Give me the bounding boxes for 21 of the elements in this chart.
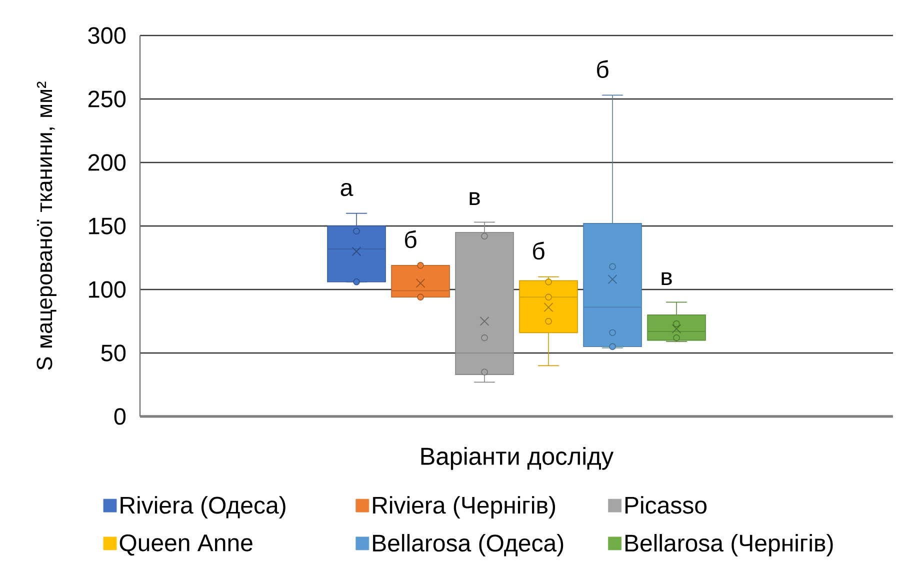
- legend-label: Bellarosa (Одеса): [373, 534, 564, 556]
- y-tick-label: 50: [101, 344, 126, 362]
- legend-label: Riviera (Чернігів): [373, 496, 556, 518]
- legend-label: Queen Anne: [120, 534, 252, 556]
- y-tick-label: 300: [88, 27, 126, 44]
- annotation: в: [662, 272, 672, 285]
- annotation: б: [405, 230, 416, 248]
- y-tick-label: 150: [89, 218, 126, 234]
- y-tick-label: 0: [114, 408, 126, 425]
- annotation: б: [533, 242, 544, 260]
- y-tick-label: 100: [89, 281, 126, 298]
- annotation: в: [470, 192, 480, 205]
- legend-label: Riviera (Одеса): [120, 496, 286, 518]
- legend-label: Picasso: [625, 496, 707, 514]
- y-axis-title: S мацерованої тканини, мм²: [36, 82, 57, 370]
- y-tick-label: 250: [88, 90, 126, 108]
- legend-label: Bellarosa (Чернігів): [625, 534, 833, 556]
- annotation: а: [340, 182, 354, 196]
- y-tick-label: 200: [88, 154, 126, 171]
- annotation: б: [597, 60, 608, 78]
- x-axis-title: Варіанти досліду: [421, 446, 614, 470]
